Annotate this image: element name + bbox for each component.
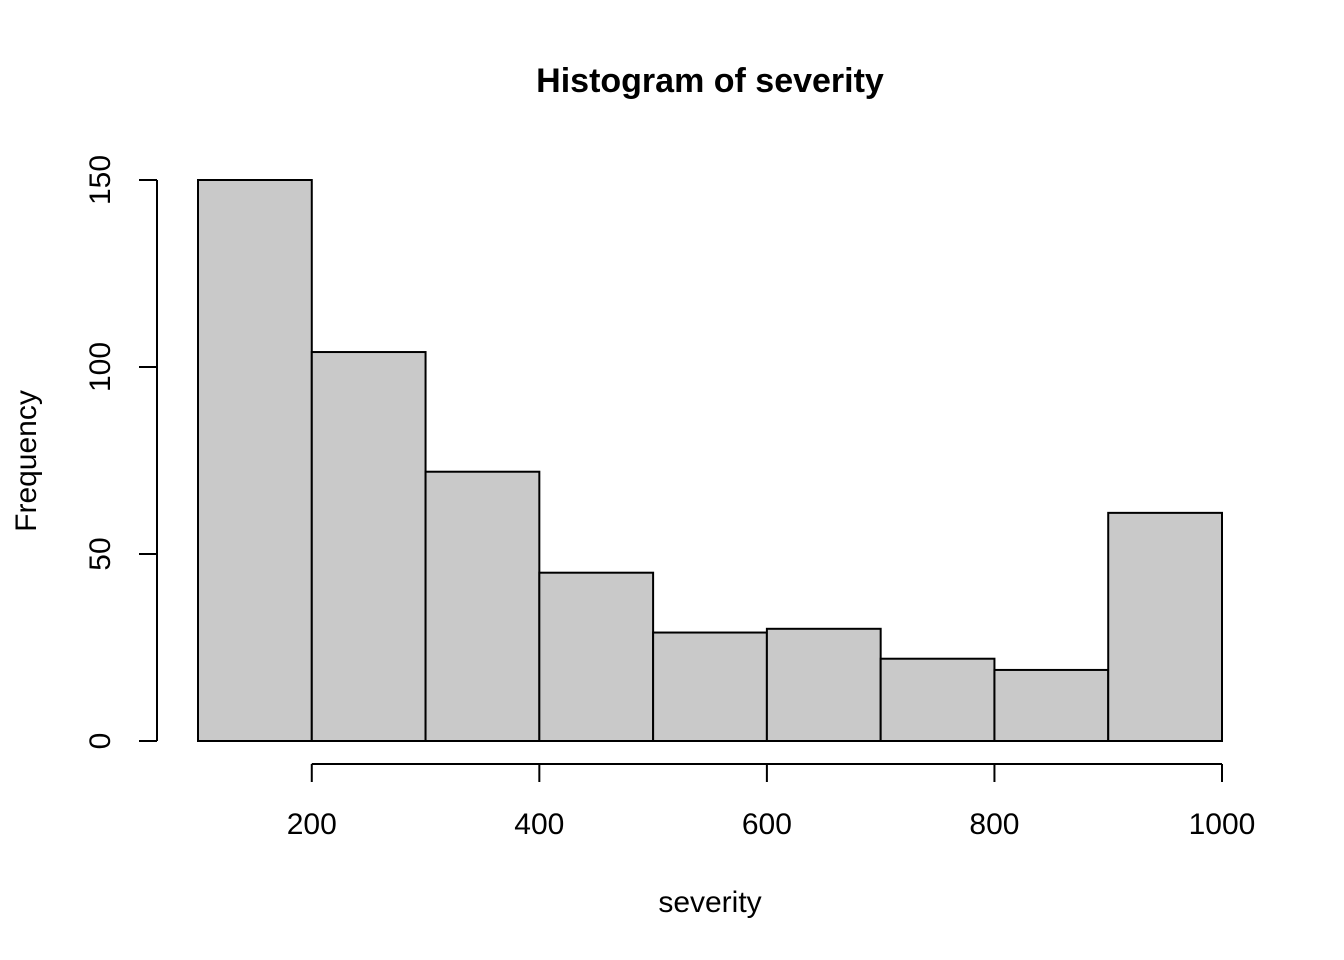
y-tick-label: 50 xyxy=(84,537,117,570)
y-axis: 0 50 100 150 xyxy=(84,155,158,750)
x-tick-label: 1000 xyxy=(1189,808,1256,841)
x-axis: 200 400 600 800 1000 xyxy=(287,763,1256,841)
y-tick-label: 0 xyxy=(84,733,117,750)
histogram-bar-2 xyxy=(310,351,427,742)
x-tick-label: 600 xyxy=(742,808,792,841)
y-tick-label: 100 xyxy=(84,342,117,392)
histogram-bar-9 xyxy=(1107,511,1223,742)
histogram-bar-3 xyxy=(424,470,541,742)
chart-title: Histogram of severity xyxy=(536,62,884,100)
histogram-bar-8 xyxy=(993,668,1110,742)
histogram-bar-5 xyxy=(652,631,768,742)
bars-group xyxy=(197,179,1223,743)
x-tick-label: 400 xyxy=(514,808,564,841)
x-axis-label: severity xyxy=(658,886,761,919)
x-tick-label: 800 xyxy=(969,808,1019,841)
histogram-bar-7 xyxy=(879,657,996,742)
histogram-bar-6 xyxy=(765,627,882,742)
x-tick-label: 200 xyxy=(287,808,337,841)
y-axis-label: Frequency xyxy=(10,390,43,532)
y-tick-label: 150 xyxy=(84,155,117,205)
histogram-bar-1 xyxy=(197,179,313,742)
histogram-bar-4 xyxy=(538,571,655,743)
